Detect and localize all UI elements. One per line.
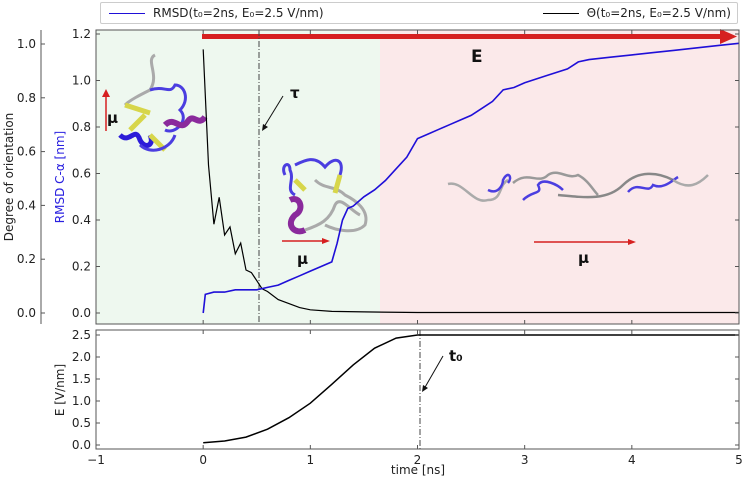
tick-label: 1.0 <box>72 74 91 88</box>
tick-label: 0 <box>199 453 207 467</box>
tick-label: 4 <box>628 453 636 467</box>
field-strength-series-line <box>203 334 739 444</box>
t0-pointer-arrowhead <box>422 385 428 392</box>
mu-label: μ <box>578 249 589 267</box>
tick-label: 0.6 <box>17 145 36 159</box>
tick-label: 2 <box>414 453 422 467</box>
tick-label: 1.0 <box>17 37 36 51</box>
tick-label: −1 <box>87 453 105 467</box>
partially-unfolded-protein-icon <box>282 158 368 235</box>
pre-field-region <box>96 30 380 324</box>
tau-pointer-arrowhead <box>262 124 268 131</box>
bottom-plot-frame <box>95 329 740 450</box>
field-label: E <box>471 47 483 67</box>
t0-label: t₀ <box>449 347 463 365</box>
rmsd-series-line <box>202 42 740 314</box>
tick-label: 2.5 <box>72 328 91 342</box>
post-field-region <box>380 30 739 324</box>
mu-label: μ <box>107 109 118 127</box>
dipole-arrow-vertical-icon <box>102 89 110 131</box>
tick-label: 0.2 <box>17 252 36 266</box>
rmsd-axis-label: RMSD C-α [nm] <box>53 131 67 223</box>
legend-item-theta: Θ(t₀=2ns, E₀=2.5 V/nm) <box>535 6 737 20</box>
field-axis-label: E [V/nm] <box>53 364 67 416</box>
theta-legend-text: Θ(t₀=2ns, E₀=2.5 V/nm) <box>586 6 731 20</box>
tick-label: 0.2 <box>72 260 91 274</box>
mu-label: μ <box>297 250 308 268</box>
legend: RMSD(t₀=2ns, E₀=2.5 V/nm) Θ(t₀=2ns, E₀=2… <box>100 2 738 24</box>
rmsd-legend-text: RMSD(t₀=2ns, E₀=2.5 V/nm) <box>153 6 324 20</box>
legend-item-rmsd: RMSD(t₀=2ns, E₀=2.5 V/nm) <box>101 6 324 20</box>
tick-label: 0.4 <box>17 198 36 212</box>
tick-label: 0.0 <box>72 438 91 452</box>
tick-label: 0.8 <box>72 120 91 134</box>
tick-label: 3 <box>521 453 529 467</box>
rmsd-legend-swatch <box>109 12 145 14</box>
field-arrow-icon <box>202 29 737 44</box>
unfolded-protein-icon <box>447 171 709 202</box>
tau-pointer-arrow <box>263 95 284 128</box>
folded-protein-icon <box>118 53 208 152</box>
tick-label: 0.5 <box>72 416 91 430</box>
theta-legend-swatch <box>542 12 579 14</box>
tick-label: 2.0 <box>72 350 91 364</box>
tick-label: 1.2 <box>72 27 91 41</box>
tau-label: τ <box>290 84 300 102</box>
tick-label: 0.4 <box>72 213 91 227</box>
dipole-arrow-horizontal-icon <box>282 238 330 244</box>
tick-label: 1.0 <box>72 394 91 408</box>
tick-label: 0.0 <box>17 306 36 320</box>
orientation-axis-label: Degree of orientation <box>2 113 16 242</box>
tick-label: 5 <box>735 453 743 467</box>
tick-label: 0.6 <box>72 167 91 181</box>
tick-label: 1.5 <box>72 372 91 386</box>
t0-pointer-arrow <box>423 355 444 390</box>
time-axis-label: time [ns] <box>391 463 445 477</box>
tick-label: 0.8 <box>17 91 36 105</box>
tick-label: 0.0 <box>72 306 91 320</box>
tick-label: 1 <box>307 453 315 467</box>
dipole-arrow-horizontal-icon <box>534 239 636 245</box>
